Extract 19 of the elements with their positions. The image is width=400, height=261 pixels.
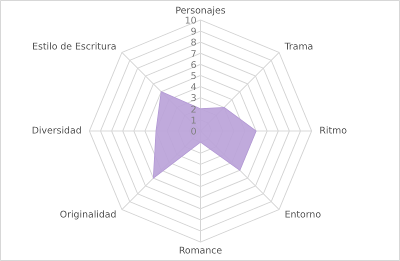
- spoke-label: Romance: [178, 245, 222, 256]
- y-tick-label: 8: [190, 38, 197, 49]
- y-tick-label: 4: [190, 82, 197, 94]
- y-tick-label: 0: [190, 126, 197, 138]
- y-tick-label: 6: [190, 60, 197, 71]
- spoke-label: Originalidad: [60, 210, 117, 221]
- y-tick-label: 9: [190, 26, 197, 38]
- spoke-label: Estilo de Escritura: [32, 41, 116, 52]
- y-tick-label: 7: [190, 48, 197, 60]
- y-tick-label: 5: [190, 70, 197, 82]
- y-tick-label: 1: [190, 115, 197, 126]
- spoke-label: Entorno: [284, 210, 322, 221]
- y-tick-label: 3: [190, 93, 197, 104]
- spoke-label: Ritmo: [319, 126, 348, 136]
- y-tick-label: 10: [184, 15, 197, 26]
- y-tick-label: 2: [190, 104, 197, 116]
- spoke-label: Diversidad: [32, 126, 82, 136]
- spoke-label: Trama: [284, 41, 314, 52]
- spoke-label: Personajes: [175, 6, 226, 17]
